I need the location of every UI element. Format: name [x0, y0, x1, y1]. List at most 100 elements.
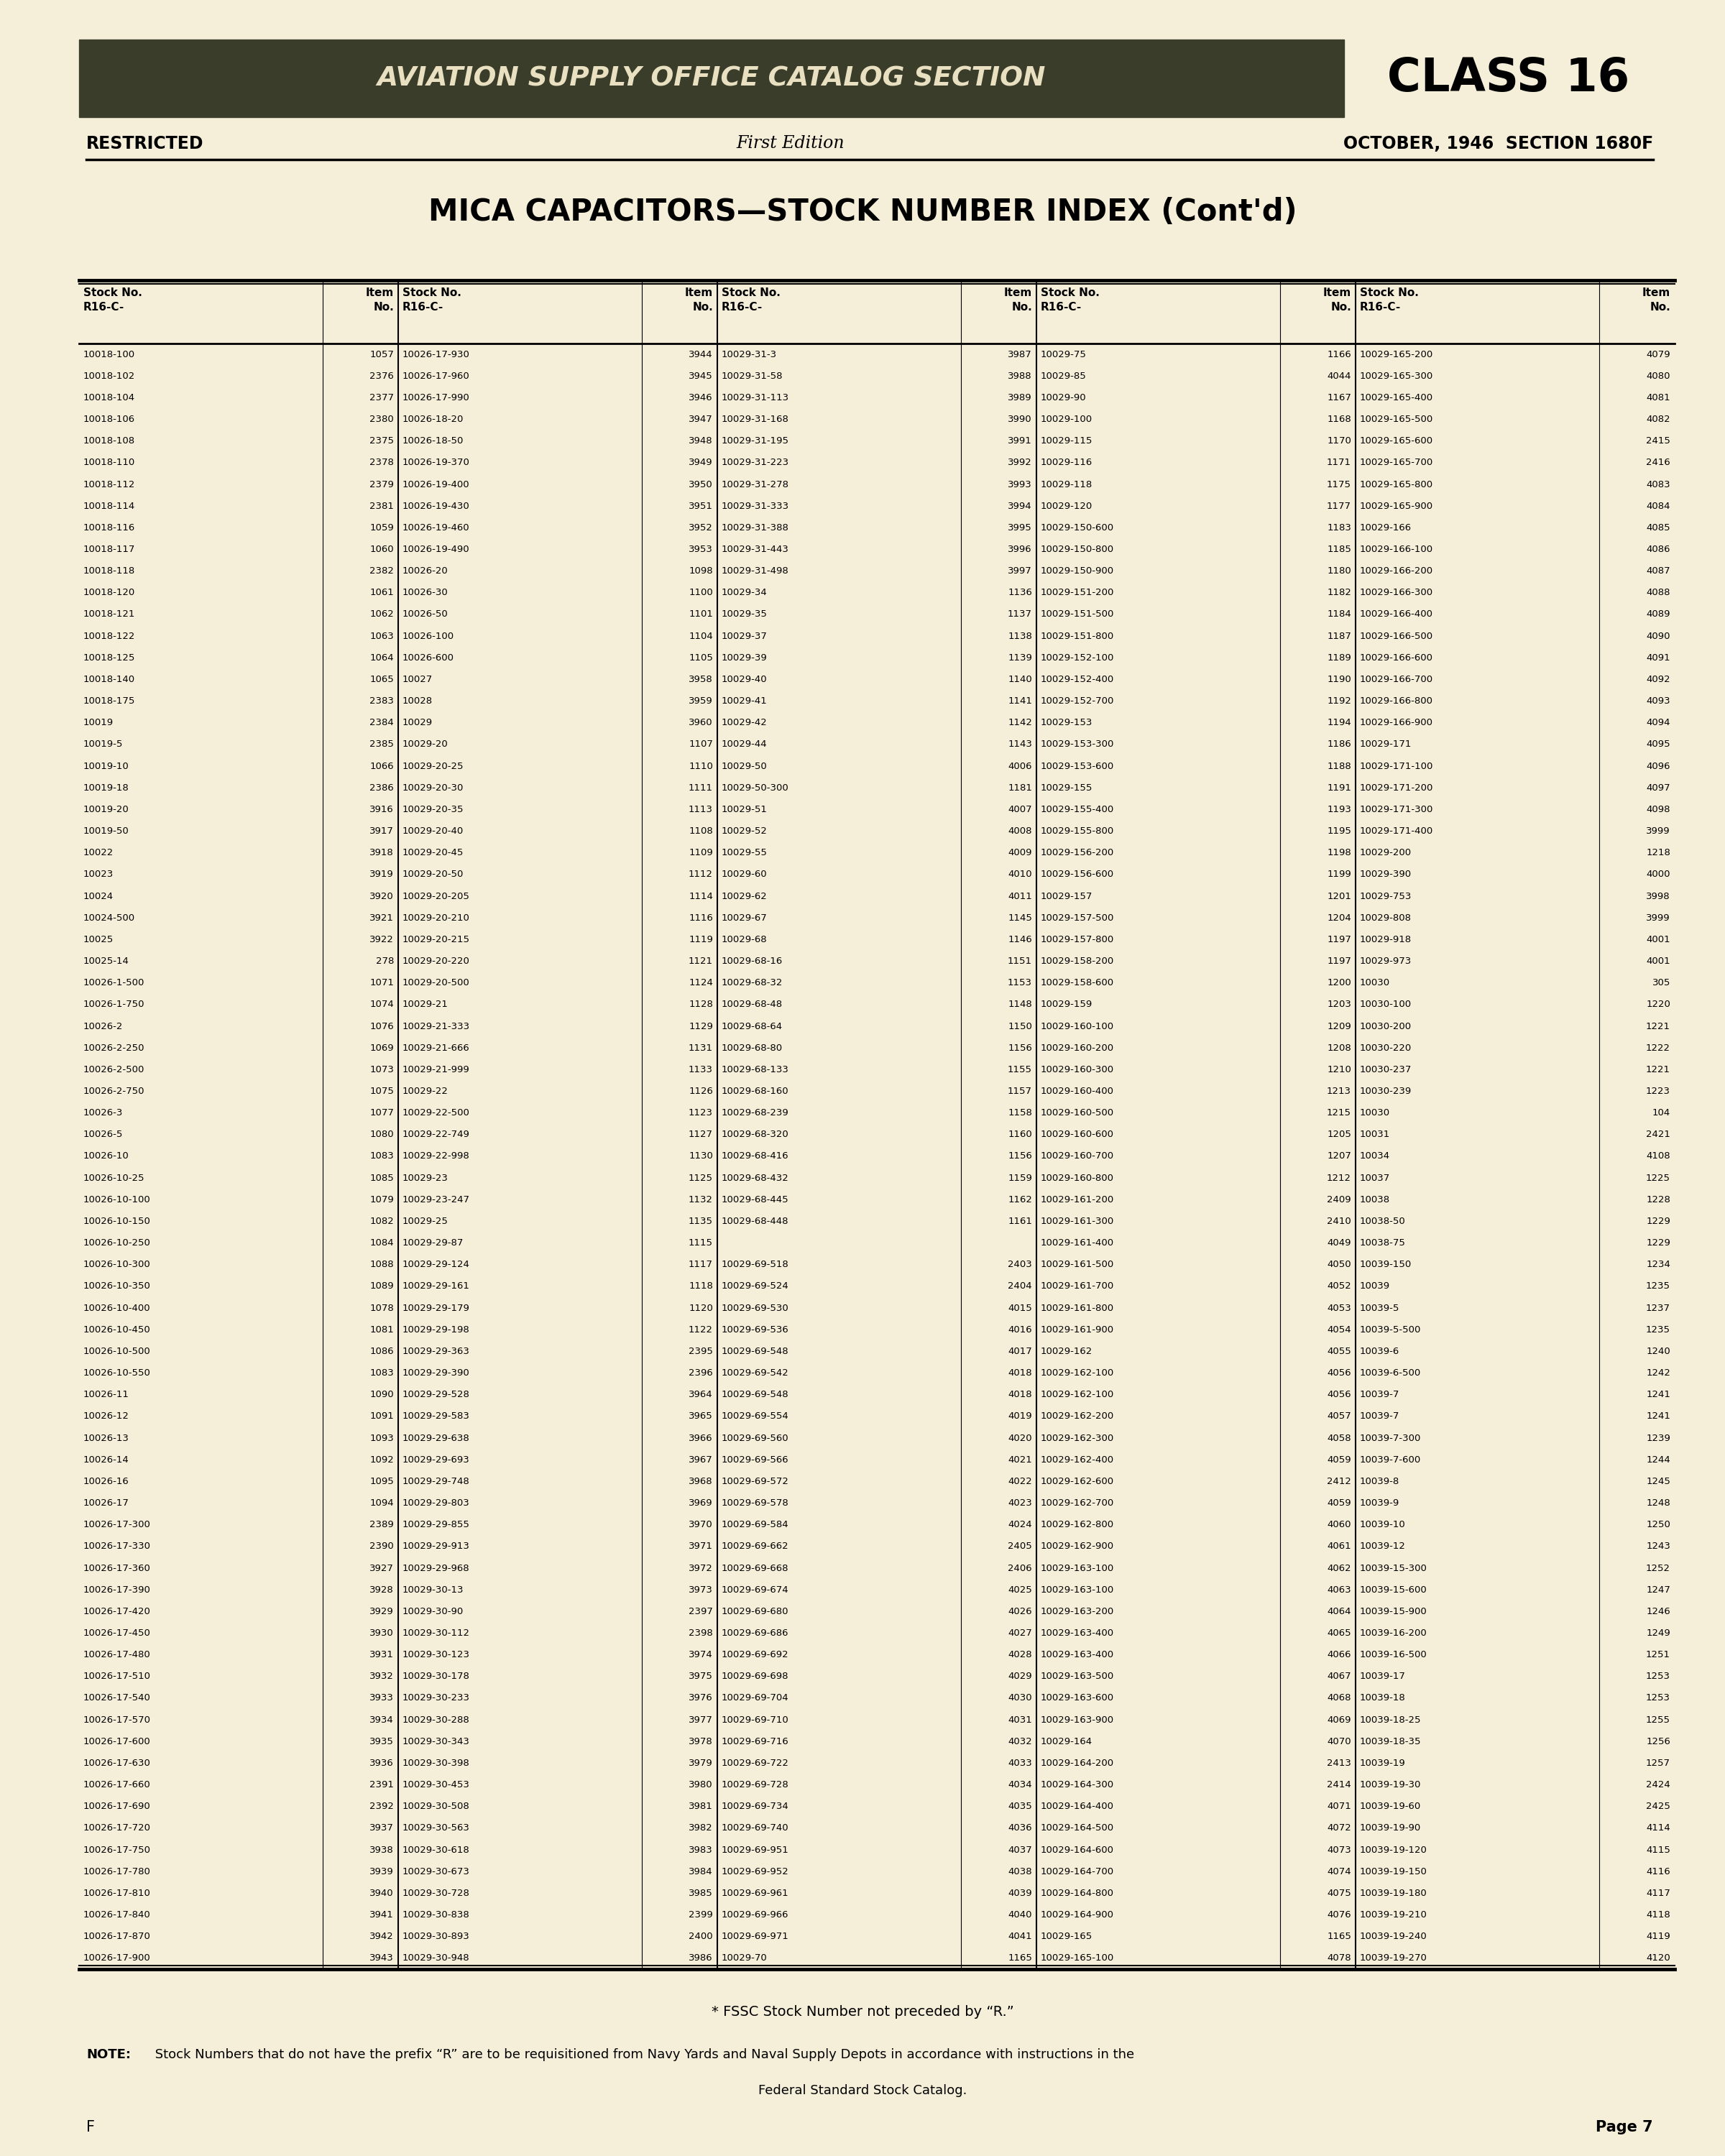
Text: 1135: 1135	[688, 1216, 712, 1227]
Text: 10026-17-750: 10026-17-750	[83, 1846, 152, 1854]
Text: 1220: 1220	[1646, 1000, 1670, 1009]
Text: 1086: 1086	[369, 1348, 393, 1356]
Text: 10018-116: 10018-116	[83, 524, 135, 533]
Text: 4016: 4016	[1007, 1326, 1032, 1335]
Text: 10026-19-430: 10026-19-430	[402, 502, 469, 511]
Text: 1207: 1207	[1327, 1151, 1351, 1160]
Text: 10029-30-893: 10029-30-893	[402, 1932, 469, 1940]
Text: 10029-68-445: 10029-68-445	[721, 1194, 788, 1205]
Text: 10029-30-453: 10029-30-453	[402, 1781, 469, 1789]
Text: 3975: 3975	[688, 1671, 712, 1682]
Text: 10026-10-150: 10026-10-150	[83, 1216, 150, 1227]
Text: 10029-22-500: 10029-22-500	[402, 1108, 469, 1117]
Text: 1165: 1165	[1327, 1932, 1351, 1940]
Text: 1167: 1167	[1327, 392, 1351, 403]
Text: 10029-30-343: 10029-30-343	[402, 1738, 469, 1746]
Text: 10026-17-450: 10026-17-450	[83, 1628, 150, 1639]
Text: 4097: 4097	[1646, 783, 1670, 793]
Text: 4120: 4120	[1646, 1953, 1670, 1962]
Text: 1128: 1128	[688, 1000, 712, 1009]
Text: 10029-23-247: 10029-23-247	[402, 1194, 469, 1205]
Text: 1125: 1125	[688, 1173, 712, 1184]
Text: 10029-85: 10029-85	[1040, 371, 1087, 382]
Text: 1082: 1082	[369, 1216, 393, 1227]
Text: 10029-157: 10029-157	[1040, 893, 1092, 901]
Text: 10018-175: 10018-175	[83, 696, 135, 705]
Text: 10039-19-120: 10039-19-120	[1359, 1846, 1427, 1854]
Text: 10026-17-570: 10026-17-570	[83, 1716, 152, 1725]
Text: 1252: 1252	[1646, 1563, 1670, 1574]
Text: 4085: 4085	[1646, 524, 1670, 533]
Text: 10019-50: 10019-50	[83, 826, 129, 837]
Text: 10029-68: 10029-68	[721, 936, 768, 944]
Text: 10026-2-250: 10026-2-250	[83, 1044, 145, 1052]
Text: 10026-17-810: 10026-17-810	[83, 1889, 150, 1897]
Text: 4000: 4000	[1646, 869, 1670, 880]
Text: 10029-55: 10029-55	[721, 847, 768, 858]
Text: 10029-162-300: 10029-162-300	[1040, 1434, 1114, 1442]
Text: 10026-17-420: 10026-17-420	[83, 1606, 150, 1617]
Text: 4052: 4052	[1327, 1281, 1351, 1291]
Text: 4073: 4073	[1327, 1846, 1351, 1854]
Text: 10026-30: 10026-30	[402, 589, 448, 597]
Text: 10039-19-210: 10039-19-210	[1359, 1910, 1427, 1919]
Text: 10026-10-300: 10026-10-300	[83, 1259, 150, 1270]
Text: 3919: 3919	[369, 869, 393, 880]
Text: 3928: 3928	[369, 1585, 393, 1595]
Text: 1155: 1155	[1007, 1065, 1032, 1074]
Text: 10029-34: 10029-34	[721, 589, 768, 597]
Text: 10029-150-800: 10029-150-800	[1040, 545, 1114, 554]
Text: 4086: 4086	[1646, 545, 1670, 554]
Text: 10039-18: 10039-18	[1359, 1695, 1406, 1703]
Text: 10018-118: 10018-118	[83, 567, 135, 576]
Text: 10029-68-16: 10029-68-16	[721, 957, 783, 966]
Text: 10029-60: 10029-60	[721, 869, 768, 880]
Text: 10029-162-400: 10029-162-400	[1040, 1455, 1114, 1464]
Text: 10029-69-662: 10029-69-662	[721, 1542, 788, 1550]
Text: 10026-17-480: 10026-17-480	[83, 1649, 150, 1660]
Text: 3921: 3921	[369, 914, 393, 923]
Text: 10029-162-800: 10029-162-800	[1040, 1520, 1114, 1529]
Text: 1085: 1085	[369, 1173, 393, 1184]
Text: 4079: 4079	[1646, 349, 1670, 360]
Text: 1191: 1191	[1327, 783, 1351, 793]
Text: 3996: 3996	[1007, 545, 1032, 554]
Text: Stock No.
R16-C-: Stock No. R16-C-	[83, 287, 141, 313]
Text: 10029-29-583: 10029-29-583	[402, 1412, 469, 1421]
Text: 10018-110: 10018-110	[83, 457, 135, 468]
Text: 10026-18-20: 10026-18-20	[402, 414, 464, 425]
Text: 3999: 3999	[1646, 914, 1670, 923]
Text: 10029-166-300: 10029-166-300	[1359, 589, 1433, 597]
Text: 1092: 1092	[369, 1455, 393, 1464]
Text: 10026-17-540: 10026-17-540	[83, 1695, 150, 1703]
Text: 3946: 3946	[688, 392, 712, 403]
Text: 3968: 3968	[688, 1477, 712, 1485]
Text: 1189: 1189	[1327, 653, 1351, 662]
Text: 1060: 1060	[369, 545, 393, 554]
Text: 3936: 3936	[369, 1759, 393, 1768]
Text: 1078: 1078	[369, 1304, 393, 1313]
Text: 1107: 1107	[688, 740, 712, 748]
Text: 10029-69-674: 10029-69-674	[721, 1585, 788, 1595]
Text: 10038: 10038	[1359, 1194, 1390, 1205]
Text: 4015: 4015	[1007, 1304, 1032, 1313]
Text: 10026-50: 10026-50	[402, 610, 448, 619]
Text: 10029-35: 10029-35	[721, 610, 768, 619]
Text: MICA CAPACITORS—STOCK NUMBER INDEX (Cont'd): MICA CAPACITORS—STOCK NUMBER INDEX (Cont…	[428, 196, 1297, 226]
Text: 10029-160-300: 10029-160-300	[1040, 1065, 1114, 1074]
Text: 10026-5: 10026-5	[83, 1130, 122, 1138]
Text: AVIATION SUPPLY OFFICE CATALOG SECTION: AVIATION SUPPLY OFFICE CATALOG SECTION	[378, 65, 1045, 91]
Text: 10029-69-952: 10029-69-952	[721, 1867, 788, 1876]
Text: 1111: 1111	[688, 783, 712, 793]
Text: 4054: 4054	[1327, 1326, 1351, 1335]
Text: 10030-100: 10030-100	[1359, 1000, 1411, 1009]
Text: 4076: 4076	[1327, 1910, 1351, 1919]
Text: 10029-68-32: 10029-68-32	[721, 979, 783, 987]
Text: 1235: 1235	[1646, 1326, 1670, 1335]
Text: Stock No.
R16-C-: Stock No. R16-C-	[1040, 287, 1099, 313]
Text: 1117: 1117	[688, 1259, 712, 1270]
Text: 10029-200: 10029-200	[1359, 847, 1411, 858]
Text: 4096: 4096	[1646, 761, 1670, 772]
Text: 10029-151-500: 10029-151-500	[1040, 610, 1114, 619]
Text: 10029-30-673: 10029-30-673	[402, 1867, 469, 1876]
